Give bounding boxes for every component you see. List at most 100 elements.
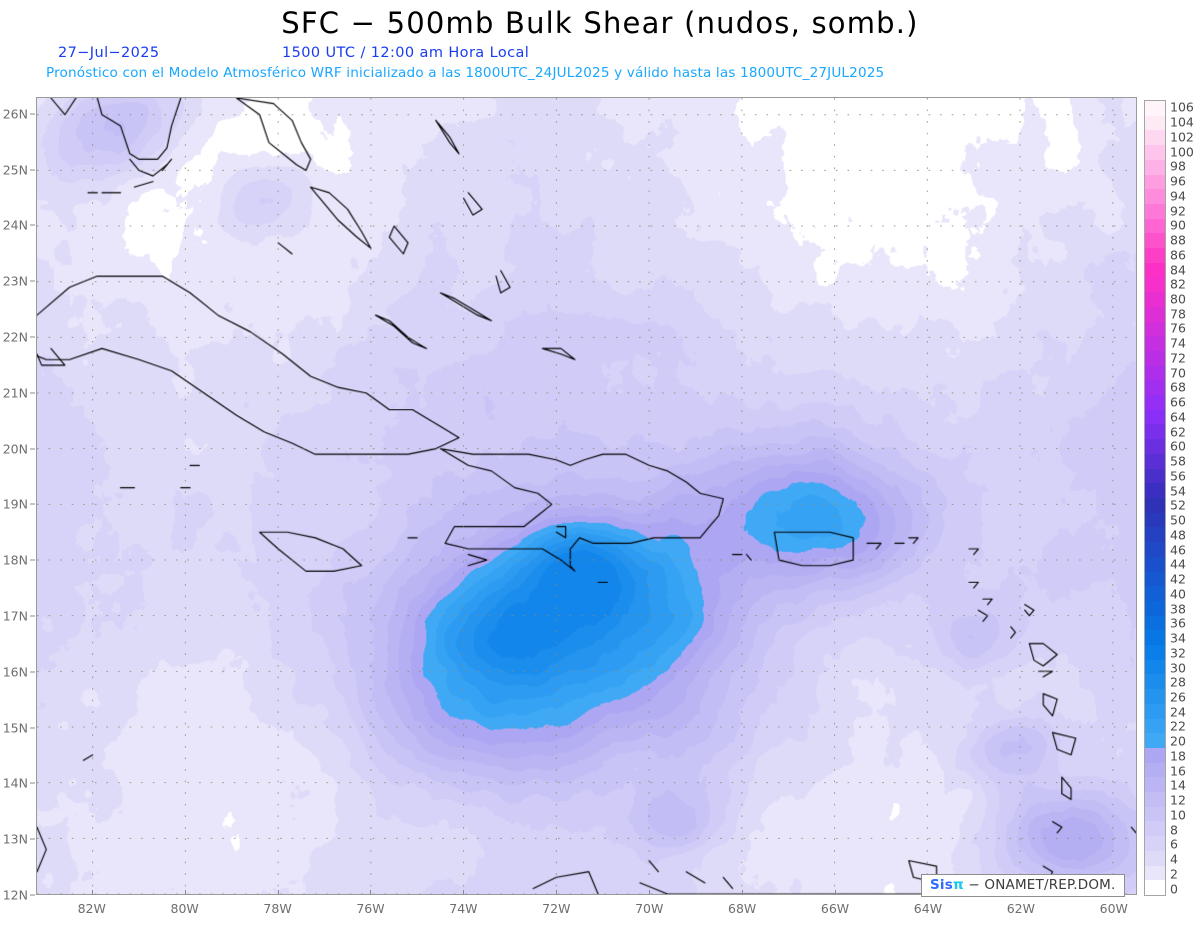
colorbar-tick-label: 52 [1170,497,1186,513]
colorbar-tick-label: 104 [1170,114,1194,130]
lat-axis-tick [30,392,35,394]
lat-axis-label: 26N [2,106,28,122]
colorbar-swatch [1145,380,1165,396]
colorbar-swatch [1145,262,1165,278]
lon-axis-tick [649,890,651,895]
colorbar-swatch [1145,674,1165,690]
colorbar-swatches[interactable] [1144,100,1166,896]
colorbar-tick-label: 26 [1170,689,1186,705]
colorbar-tick-label: 70 [1170,365,1186,381]
lat-axis-label: 19N [2,496,28,512]
colorbar-swatch [1145,836,1165,851]
colorbar-swatch [1145,821,1165,837]
lat-axis-label: 25N [2,162,28,178]
colorbar-swatch [1145,689,1165,704]
watermark-pi-icon: π [953,877,964,893]
colorbar-swatch [1145,395,1165,410]
colorbar-swatch [1145,542,1165,557]
lat-axis-label: 20N [2,441,28,457]
colorbar-tick-label: 48 [1170,527,1186,543]
lon-axis-label: 76W [356,901,385,916]
colorbar-swatch [1145,762,1165,778]
colorbar-tick-label: 40 [1170,586,1186,602]
colorbar-tick-label: 16 [1170,763,1186,779]
lat-axis-tick [30,503,35,505]
colorbar-swatch [1145,880,1165,895]
colorbar-tick-label: 78 [1170,306,1186,322]
lat-axis-tick [30,727,35,729]
lat-axis-tick [30,615,35,617]
colorbar-tick-label: 6 [1170,836,1178,852]
colorbar-swatch [1145,101,1165,116]
colorbar-swatch [1145,248,1165,263]
colorbar-tick-label: 72 [1170,350,1186,366]
colorbar-tick-label: 100 [1170,144,1194,160]
colorbar-tick-label: 34 [1170,630,1186,646]
lon-axis-label: 62W [1006,901,1035,916]
watermark-org: − ONAMET/REP.DOM. [968,877,1116,893]
valid-date-label: 27−Jul−2025 [58,45,160,61]
colorbar-swatch [1145,336,1165,351]
colorbar-swatch [1145,527,1165,543]
model-initialization-note: Pronóstico con el Modelo Atmosférico WRF… [46,65,885,81]
colorbar-swatch [1145,850,1165,866]
colorbar-tick-label: 10 [1170,807,1186,823]
colorbar-tick-label: 106 [1170,99,1194,115]
lon-axis-tick [91,890,93,895]
colorbar-swatch [1145,424,1165,440]
colorbar-tick-label: 12 [1170,792,1186,808]
colorbar-swatch [1145,615,1165,631]
colorbar-tick-label: 92 [1170,203,1186,219]
map-plot-area[interactable] [36,97,1137,895]
colorbar-swatch [1145,806,1165,822]
colorbar-swatch [1145,645,1165,660]
colorbar-swatch [1145,747,1165,763]
lon-axis-tick [835,890,837,895]
lat-axis-tick [30,559,35,561]
colorbar-swatch [1145,321,1165,337]
lon-axis-label: 72W [542,901,571,916]
lat-axis-label: 23N [2,273,28,289]
colorbar-swatch [1145,130,1165,146]
colorbar-swatch [1145,189,1165,204]
colorbar-tick-label: 94 [1170,188,1186,204]
lon-axis-tick [277,890,279,895]
lon-axis-label: 78W [263,901,292,916]
lat-axis-tick [30,113,35,115]
watermark-brand: Sis [930,877,953,893]
colorbar-tick-label: 102 [1170,129,1194,145]
colorbar-tick-label: 98 [1170,158,1186,174]
lat-axis-tick [30,336,35,338]
colorbar-swatch [1145,512,1165,528]
lat-axis-label: 18N [2,552,28,568]
colorbar-swatch [1145,586,1165,601]
colorbar-swatch [1145,630,1165,646]
lat-axis-tick [30,448,35,450]
lon-axis-label: 82W [77,901,106,916]
page-title: SFC − 500mb Bulk Shear (nudos, somb.) [281,6,919,40]
colorbar-swatch [1145,292,1165,307]
colorbar-swatch [1145,350,1165,366]
colorbar-tick-label: 50 [1170,512,1186,528]
colorbar-tick-label: 42 [1170,571,1186,587]
lat-axis-label: 13N [2,831,28,847]
colorbar-swatch [1145,115,1165,131]
lat-axis-tick [30,894,35,896]
lat-axis-tick [30,671,35,673]
lon-axis-tick [556,890,558,895]
colorbar-swatch [1145,718,1165,734]
colorbar-tick-label: 8 [1170,822,1178,838]
colorbar-tick-label: 46 [1170,542,1186,558]
colorbar-tick-label: 84 [1170,262,1186,278]
lon-axis-label: 60W [1099,901,1128,916]
colorbar-tick-label: 38 [1170,601,1186,617]
colorbar-tick-label: 88 [1170,232,1186,248]
colorbar-tick-label: 4 [1170,851,1178,867]
colorbar-tick-label: 36 [1170,615,1186,631]
colorbar-swatch [1145,777,1165,793]
colorbar-tick-label: 80 [1170,291,1186,307]
colorbar-tick-label: 2 [1170,866,1178,882]
colorbar-swatch [1145,174,1165,190]
colorbar-tick-label: 30 [1170,660,1186,676]
colorbar-tick-label: 68 [1170,379,1186,395]
